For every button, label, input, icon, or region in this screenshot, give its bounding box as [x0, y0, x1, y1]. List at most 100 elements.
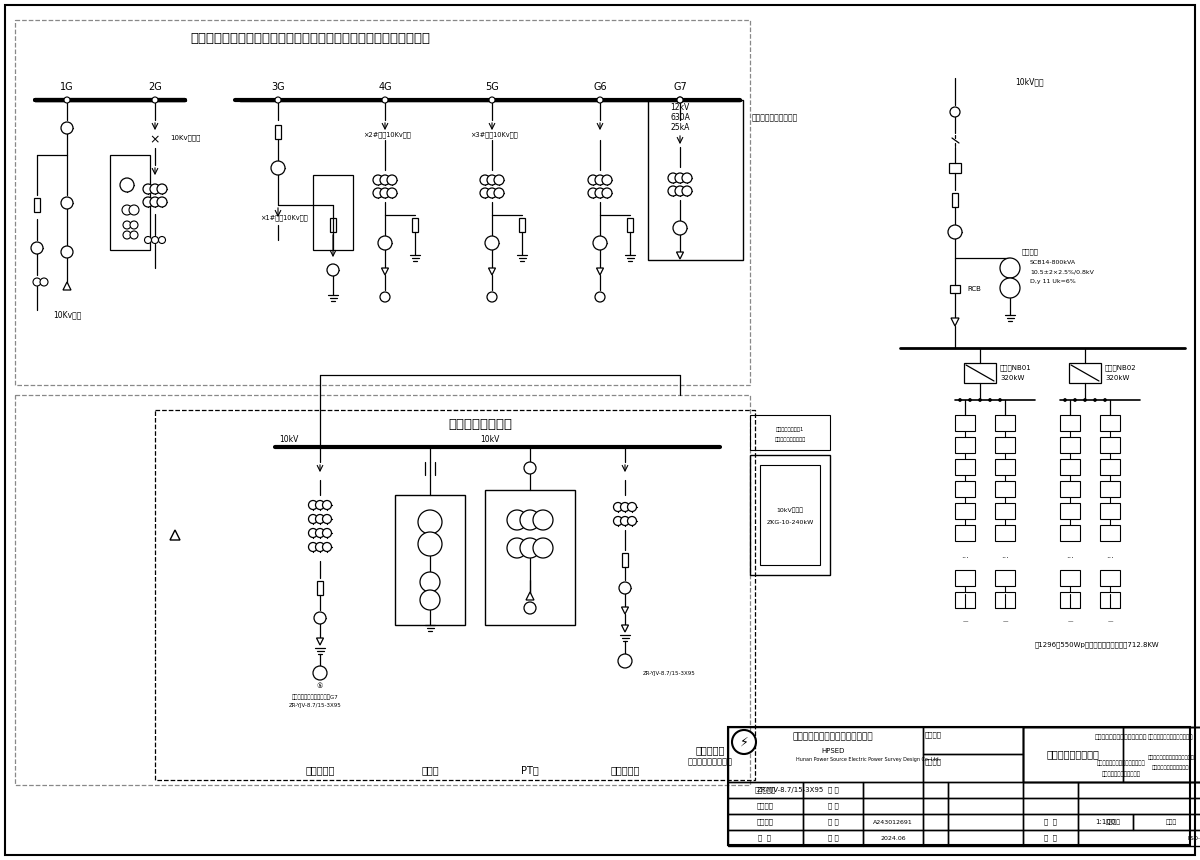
Text: ×1#配电10Kv开关: ×1#配电10Kv开关 [260, 215, 307, 221]
Circle shape [682, 173, 692, 183]
Bar [995, 437, 1015, 453]
Circle shape [158, 237, 166, 243]
Text: ZKG-10-240kW: ZKG-10-240kW [767, 519, 814, 525]
Circle shape [618, 654, 632, 668]
Bar [948, 798, 1022, 814]
Bar [995, 459, 1015, 475]
Bar [955, 503, 974, 519]
Bar [995, 525, 1015, 541]
Text: 逆变器NB02: 逆变器NB02 [1105, 365, 1136, 372]
Circle shape [588, 188, 598, 198]
Circle shape [524, 602, 536, 614]
Text: 施工图: 施工图 [1165, 820, 1177, 825]
Circle shape [316, 514, 324, 524]
Circle shape [64, 97, 70, 103]
Circle shape [494, 175, 504, 185]
Circle shape [959, 398, 961, 402]
Circle shape [40, 278, 48, 286]
Text: 5G: 5G [485, 82, 499, 92]
Circle shape [420, 590, 440, 610]
Bar [1022, 798, 1078, 814]
Circle shape [308, 543, 318, 551]
Circle shape [130, 231, 138, 239]
Circle shape [978, 398, 982, 402]
Bar [1022, 727, 1200, 782]
Circle shape [619, 582, 631, 594]
Circle shape [271, 161, 286, 175]
Bar [1100, 459, 1120, 475]
Text: 10Kv总开关: 10Kv总开关 [170, 135, 200, 141]
Circle shape [1000, 258, 1020, 278]
Circle shape [620, 502, 630, 512]
Circle shape [150, 197, 160, 207]
Circle shape [122, 205, 132, 215]
Polygon shape [952, 318, 959, 326]
Bar [923, 798, 948, 814]
Text: 10kV: 10kV [278, 435, 299, 445]
Circle shape [34, 278, 41, 286]
Circle shape [1084, 398, 1086, 402]
Text: 光伏出线柜: 光伏出线柜 [305, 765, 335, 775]
Circle shape [677, 97, 683, 103]
Text: G7: G7 [673, 82, 686, 92]
Bar [923, 782, 948, 798]
Circle shape [157, 184, 167, 194]
Bar [1133, 814, 1200, 830]
Bar [1078, 830, 1200, 846]
Text: 10kV光伏组: 10kV光伏组 [776, 507, 804, 513]
Bar [1123, 727, 1200, 782]
Bar [923, 754, 1022, 782]
Text: 项目负责人: 项目负责人 [755, 787, 775, 793]
Bar [14, 20, 750, 385]
Circle shape [487, 292, 497, 302]
Circle shape [380, 175, 390, 185]
Text: PT柜: PT柜 [521, 765, 539, 775]
Circle shape [520, 538, 540, 558]
Bar [1100, 570, 1120, 586]
Text: 广变新能源逆变新型号: 广变新能源逆变新型号 [774, 438, 805, 443]
Circle shape [508, 538, 527, 558]
Circle shape [533, 510, 553, 530]
Text: 屋顶光伏发电项目（二期）: 屋顶光伏发电项目（二期） [1102, 771, 1140, 777]
Circle shape [61, 197, 73, 209]
Text: PSD-P2024096AB-D02: PSD-P2024096AB-D02 [1187, 836, 1200, 840]
Circle shape [143, 184, 154, 194]
Circle shape [130, 205, 139, 215]
Circle shape [1074, 398, 1076, 402]
Bar [1100, 525, 1120, 541]
Bar [750, 455, 830, 575]
Bar [863, 798, 923, 814]
Circle shape [598, 97, 604, 103]
Bar [1060, 481, 1080, 497]
Text: 12kV: 12kV [671, 103, 690, 113]
Circle shape [494, 188, 504, 198]
Text: ×2#配电10Kv开关: ×2#配电10Kv开关 [364, 132, 410, 138]
Circle shape [143, 197, 154, 207]
Circle shape [674, 186, 685, 196]
Circle shape [668, 173, 678, 183]
Text: 日  期: 日 期 [758, 835, 772, 841]
Text: 光伏接入柜: 光伏接入柜 [611, 765, 640, 775]
Bar [863, 814, 923, 830]
Bar [923, 814, 948, 830]
Bar [155, 410, 755, 780]
Bar [14, 395, 750, 785]
Circle shape [613, 517, 623, 525]
Bar [964, 363, 996, 383]
Circle shape [31, 242, 43, 254]
Circle shape [124, 231, 131, 239]
Text: ⑤: ⑤ [317, 683, 323, 689]
Circle shape [620, 517, 630, 525]
Circle shape [380, 292, 390, 302]
Bar [728, 830, 803, 846]
Text: ZR-YJV-8.7/15-3X95: ZR-YJV-8.7/15-3X95 [756, 787, 823, 793]
Circle shape [533, 538, 553, 558]
Circle shape [524, 462, 536, 474]
Text: —: — [1067, 619, 1073, 624]
Text: 3G: 3G [271, 82, 284, 92]
Polygon shape [488, 268, 496, 275]
Text: 4G: 4G [378, 82, 392, 92]
Text: 高压室新增并网开关柜: 高压室新增并网开关柜 [752, 114, 798, 122]
Bar [628, 218, 634, 232]
Text: 校 核: 校 核 [828, 819, 839, 826]
